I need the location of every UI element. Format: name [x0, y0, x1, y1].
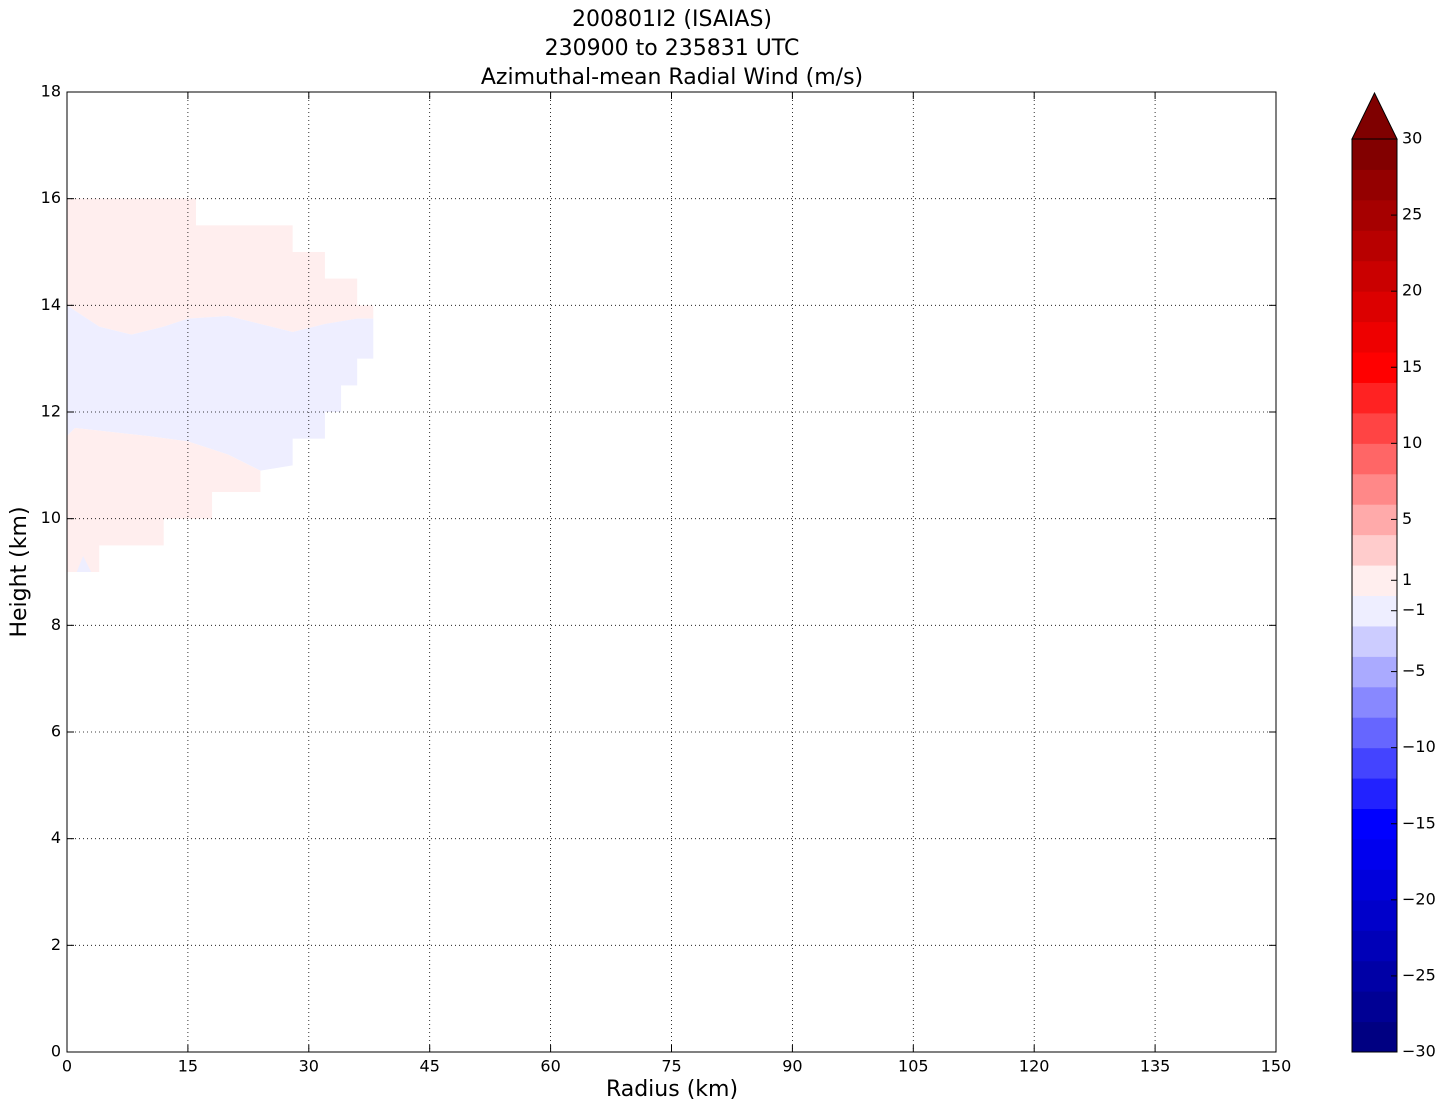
colorbar-extension: [1351, 91, 1398, 140]
contour-region: [67, 305, 374, 471]
colorbar-band: [1352, 778, 1397, 810]
contour-region: [76, 556, 92, 572]
colorbar-band: [1352, 382, 1397, 414]
colorbar-band: [1352, 808, 1397, 840]
colorbar-tick-label: −10: [1402, 737, 1436, 756]
x-tick-label: 0: [62, 1057, 72, 1076]
colorbar-band: [1352, 686, 1397, 718]
y-tick-label: 8: [51, 615, 61, 634]
x-tick-label: 45: [420, 1057, 440, 1076]
y-tick-label: 12: [41, 402, 61, 421]
colorbar-band: [1352, 443, 1397, 475]
x-tick-label: 105: [898, 1057, 929, 1076]
x-tick-label: 120: [1019, 1057, 1050, 1076]
y-tick-label: 18: [41, 82, 61, 101]
colorbar-band: [1352, 504, 1397, 536]
chart-title: 200801I2 (ISAIAS): [572, 7, 772, 32]
colorbar-band: [1352, 260, 1397, 292]
x-tick-label: 15: [178, 1057, 198, 1076]
colorbar-tick-label: −30: [1402, 1042, 1436, 1061]
chart-subtitle: Azimuthal-mean Radial Wind (m/s): [481, 65, 863, 90]
y-tick-label: 10: [41, 508, 61, 527]
colorbar-tick-label: 15: [1402, 357, 1422, 376]
colorbar-band: [1352, 473, 1397, 505]
colorbar-band: [1352, 139, 1397, 170]
colorbar-band: [1352, 869, 1397, 901]
colorbar-band: [1352, 899, 1397, 931]
x-tick-label: 30: [299, 1057, 319, 1076]
colorbar-band: [1352, 838, 1397, 870]
colorbar-band: [1352, 625, 1397, 657]
x-tick-label: 90: [782, 1057, 802, 1076]
colorbar-tick-label: 25: [1402, 205, 1422, 224]
y-tick-label: 0: [51, 1042, 61, 1061]
contour-region: [67, 428, 261, 572]
colorbar-tick-label: 5: [1402, 509, 1412, 528]
x-tick-label: 75: [661, 1057, 681, 1076]
colorbar-band: [1352, 565, 1397, 596]
colorbar-band: [1352, 960, 1397, 992]
x-tick-label: 60: [540, 1057, 560, 1076]
colorbar-band: [1352, 352, 1397, 383]
colorbar-tick-label: 1: [1402, 570, 1412, 589]
colorbar-tick-label: −5: [1402, 661, 1426, 680]
colorbar-band: [1352, 291, 1397, 323]
colorbar-band: [1352, 199, 1397, 231]
colorbar-tick-label: 30: [1402, 129, 1422, 148]
colorbar-band: [1352, 656, 1397, 688]
plot-frame: [66, 91, 1277, 1053]
colorbar-frame: [1351, 138, 1398, 1053]
colorbar-band: [1352, 1021, 1397, 1053]
colorbar-tick-label: −1: [1402, 600, 1426, 619]
colorbar-band: [1352, 595, 1397, 627]
colorbar-band: [1352, 717, 1397, 749]
y-axis-label: Height (km): [7, 506, 32, 637]
contour-region: [67, 198, 374, 335]
colorbar-band: [1352, 230, 1397, 262]
colorbar-tick-label: −15: [1402, 813, 1436, 832]
colorbar-band: [1352, 412, 1397, 444]
colorbar-tick-label: 20: [1402, 281, 1422, 300]
colorbar-band: [1352, 930, 1397, 962]
colorbar-band: [1352, 321, 1397, 353]
x-tick-label: 150: [1261, 1057, 1292, 1076]
y-tick-label: 4: [51, 828, 61, 847]
colorbar-tick-label: −25: [1402, 965, 1436, 984]
y-tick-label: 2: [51, 935, 61, 954]
x-tick-label: 135: [1140, 1057, 1171, 1076]
colorbar-band: [1352, 991, 1397, 1023]
chart-subtitle: 230900 to 235831 UTC: [545, 36, 800, 61]
colorbar-band: [1352, 169, 1397, 201]
colorbar-tick-label: 10: [1402, 433, 1422, 452]
y-tick-label: 16: [41, 188, 61, 207]
y-tick-label: 6: [51, 722, 61, 741]
x-axis-label: Radius (km): [606, 1077, 738, 1102]
colorbar-tick-label: −20: [1402, 889, 1436, 908]
colorbar-band: [1352, 534, 1397, 566]
y-tick-label: 14: [41, 295, 61, 314]
colorbar-band: [1352, 747, 1397, 779]
